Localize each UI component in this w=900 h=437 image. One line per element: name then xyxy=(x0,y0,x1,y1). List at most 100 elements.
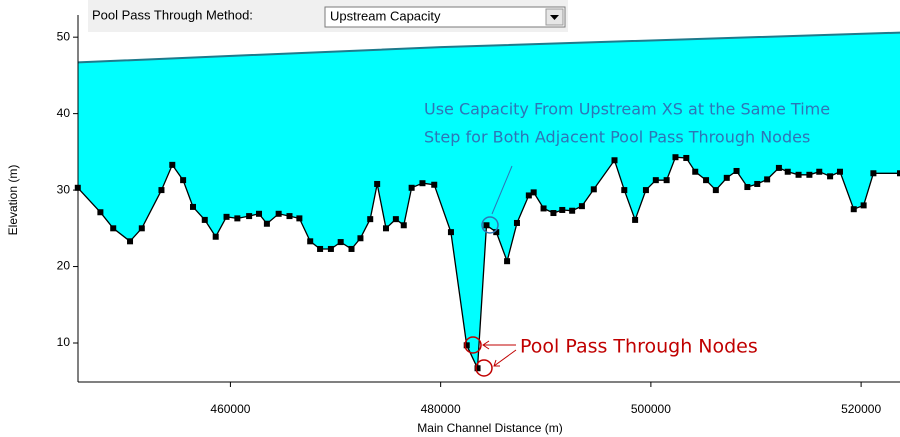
marker xyxy=(683,154,690,161)
marker xyxy=(621,187,628,194)
marker xyxy=(513,219,520,226)
marker xyxy=(663,177,670,184)
marker xyxy=(367,216,374,223)
marker xyxy=(559,206,566,213)
marker xyxy=(110,225,117,232)
marker xyxy=(419,180,426,187)
x-tick-label: 480000 xyxy=(421,402,461,416)
marker xyxy=(569,207,576,214)
marker xyxy=(504,258,511,265)
marker xyxy=(307,238,314,245)
marker xyxy=(744,184,751,191)
marker xyxy=(642,187,649,194)
callout-arrow xyxy=(493,349,517,367)
dropdown-value[interactable]: Upstream Capacity xyxy=(330,8,441,23)
callout-arrow xyxy=(482,340,516,350)
marker xyxy=(256,210,263,217)
marker xyxy=(180,177,187,184)
marker xyxy=(138,225,145,232)
marker xyxy=(246,213,253,220)
marker xyxy=(733,167,740,174)
x-tick-label: 520000 xyxy=(841,402,881,416)
marker xyxy=(850,206,857,213)
marker xyxy=(692,168,699,175)
x-axis-label: Main Channel Distance (m) xyxy=(417,421,562,435)
marker xyxy=(408,184,415,191)
marker xyxy=(392,216,399,223)
marker xyxy=(525,192,532,199)
marker xyxy=(836,168,843,175)
marker xyxy=(870,170,877,177)
x-tick-label: 500000 xyxy=(631,402,671,416)
marker xyxy=(212,233,219,240)
marker xyxy=(348,245,355,252)
marker xyxy=(357,235,364,242)
marker xyxy=(795,171,802,178)
y-tick-label: 20 xyxy=(57,259,71,273)
marker xyxy=(374,180,381,187)
y-tick-label: 30 xyxy=(57,182,71,196)
marker xyxy=(530,189,537,196)
marker xyxy=(97,209,104,216)
marker xyxy=(127,238,134,245)
marker xyxy=(483,222,490,229)
marker xyxy=(611,157,618,164)
marker xyxy=(474,365,481,372)
marker xyxy=(806,171,813,178)
area xyxy=(77,157,900,382)
marker xyxy=(337,239,344,246)
annotation-text: Use Capacity From Upstream XS at the Sam… xyxy=(424,100,830,119)
callout-circle xyxy=(464,336,482,354)
marker xyxy=(169,161,176,168)
marker xyxy=(447,229,454,236)
marker xyxy=(493,229,500,236)
marker xyxy=(550,210,557,217)
marker xyxy=(652,177,659,184)
y-axis-label: Elevation (m) xyxy=(6,165,20,236)
control-label: Pool Pass Through Method: xyxy=(92,7,253,22)
marker xyxy=(723,174,730,181)
marker xyxy=(540,205,547,212)
marker xyxy=(764,176,771,183)
marker xyxy=(578,203,585,210)
marker xyxy=(223,213,230,220)
dropdown[interactable]: Upstream Capacity xyxy=(324,6,566,28)
dropdown-arrow[interactable] xyxy=(550,15,559,20)
dropdown-box[interactable] xyxy=(324,6,566,28)
annotation-text: Step for Both Adjacent Pool Pass Through… xyxy=(424,128,810,147)
callout-circle xyxy=(475,359,493,377)
line xyxy=(77,31,900,64)
y-tick-label: 40 xyxy=(57,106,71,120)
marker xyxy=(158,187,165,194)
marker xyxy=(382,225,389,232)
marker xyxy=(897,170,900,177)
marker xyxy=(632,216,639,223)
marker xyxy=(431,181,438,188)
marker xyxy=(263,220,270,227)
marker xyxy=(816,168,823,175)
annotation-text: Pool Pass Through Nodes xyxy=(520,336,758,358)
plot-area xyxy=(74,31,900,382)
y-tick-label: 10 xyxy=(57,335,71,349)
marker xyxy=(463,342,470,349)
marker xyxy=(296,215,303,222)
marker xyxy=(703,177,710,184)
marker xyxy=(275,210,282,217)
x-tick-label: 460000 xyxy=(210,402,250,416)
marker xyxy=(590,186,597,193)
marker xyxy=(317,245,324,252)
marker xyxy=(712,187,719,194)
marker xyxy=(827,173,834,180)
marker xyxy=(400,222,407,229)
marker xyxy=(286,213,293,220)
marker xyxy=(234,215,241,222)
marker xyxy=(860,202,867,209)
marker xyxy=(672,154,679,161)
y-tick-label: 50 xyxy=(57,29,71,43)
callout-arrow xyxy=(491,165,513,215)
marker xyxy=(327,245,334,252)
callout-circle xyxy=(481,216,499,234)
marker xyxy=(201,216,208,223)
marker xyxy=(784,168,791,175)
